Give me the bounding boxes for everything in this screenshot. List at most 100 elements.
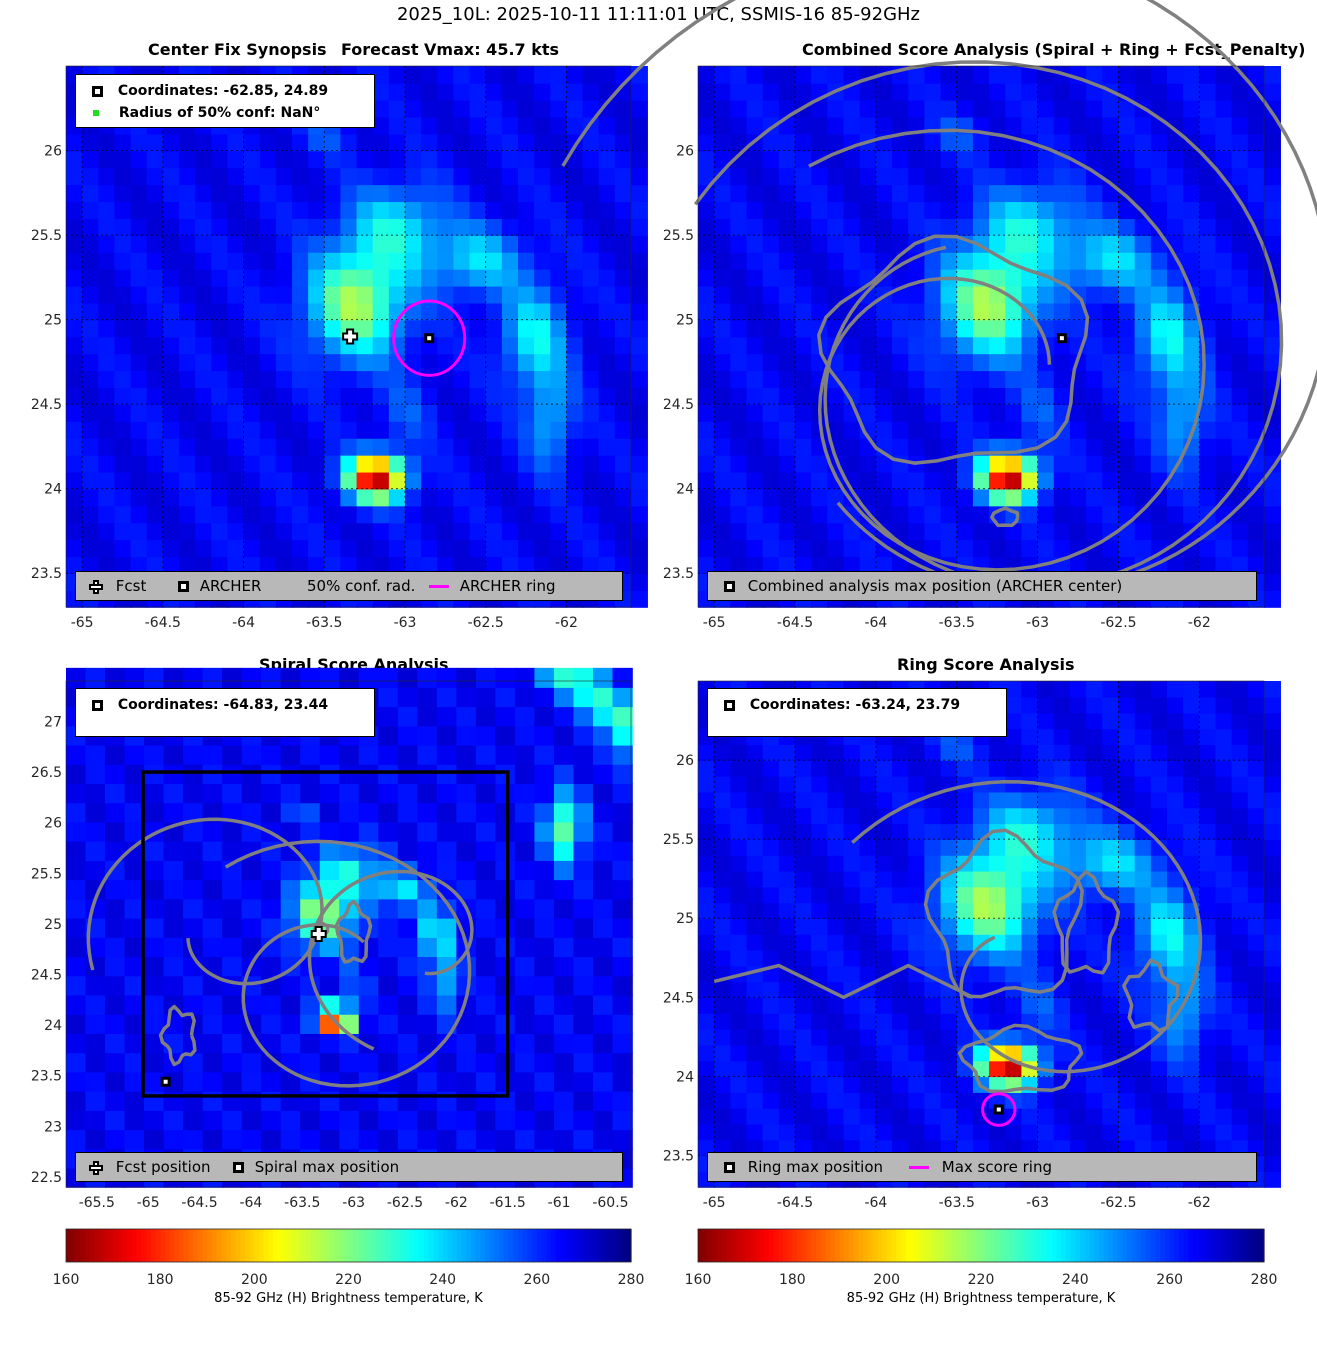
heatmap-cell [612, 687, 633, 708]
heatmap-cell [762, 184, 780, 203]
heatmap-cell [1037, 696, 1055, 714]
heatmap-cell [631, 454, 648, 473]
heatmap-cell [714, 1092, 732, 1109]
heatmap-cell [827, 285, 845, 304]
heatmap-cell [592, 975, 614, 996]
colorbar-segment [598, 1229, 604, 1262]
heatmap-cell [550, 268, 568, 287]
heatmap-cell [356, 404, 374, 422]
heatmap-cell [1037, 539, 1055, 558]
heatmap-cell [1183, 235, 1201, 253]
heatmap-cell [485, 66, 503, 84]
heatmap-cell [146, 235, 164, 253]
heatmap-cell [518, 319, 535, 338]
heatmap-cell [1199, 471, 1217, 490]
heatmap-cell [130, 251, 148, 270]
heatmap-cell [195, 336, 213, 355]
heatmap-cell [1134, 522, 1152, 541]
heatmap-cell [534, 150, 552, 169]
heatmap-cell [892, 886, 910, 904]
heatmap-cell [1215, 387, 1233, 405]
heatmap-cell [989, 1013, 1007, 1030]
heatmap-cell [372, 66, 390, 84]
heatmap-cell [1199, 319, 1217, 338]
heatmap-cell [892, 505, 910, 524]
heatmap-cell [1150, 760, 1168, 777]
heatmap-cell [130, 370, 148, 389]
heatmap-cell [144, 1052, 165, 1073]
heatmap-cell [1134, 681, 1152, 698]
heatmap-cell [859, 870, 877, 888]
heatmap-cell [261, 802, 282, 823]
heatmap-cell [1069, 167, 1087, 186]
heatmap-cell [875, 981, 893, 999]
heatmap-cell [859, 353, 877, 372]
heatmap-cell [1231, 1044, 1249, 1062]
heatmap-cell [378, 898, 399, 919]
heatmap-cell [1166, 744, 1184, 761]
colorbar-segment [315, 1229, 321, 1262]
heatmap-cell [1086, 387, 1104, 405]
heatmap-cell [421, 302, 439, 321]
score-contour [713, 963, 974, 1000]
heatmap-cell [405, 167, 422, 186]
heatmap-cell [843, 839, 861, 856]
heatmap-cell [553, 744, 575, 765]
heatmap-cell [1021, 319, 1039, 338]
heatmap-cell [1247, 965, 1265, 983]
heatmap-cell [324, 285, 342, 304]
heatmap-cell [179, 404, 196, 422]
heatmap-cell [388, 539, 406, 558]
heatmap-cell [98, 505, 116, 524]
heatmap-cell [1134, 1123, 1152, 1141]
heatmap-cell [940, 437, 958, 456]
heatmap-cell [534, 994, 555, 1015]
heatmap-cell [1037, 353, 1055, 372]
heatmap-cell [114, 167, 132, 186]
heatmap-cell [714, 934, 732, 951]
heatmap-cell [582, 471, 600, 490]
heatmap-cell [762, 471, 780, 490]
colorbar-1: 160 180 200 220 240 260 280 [685, 1228, 1277, 1288]
heatmap-cell [98, 387, 116, 405]
ring-legend-bottom: Ring max position Max score ring [707, 1152, 1257, 1182]
heatmap-cell [1102, 1028, 1120, 1046]
heatmap-cell [908, 218, 926, 236]
heatmap-cell [762, 302, 780, 321]
heatmap-cell [1183, 150, 1201, 169]
heatmap-cell [940, 1060, 958, 1078]
heatmap-cell [1166, 167, 1184, 186]
heatmap-cell [372, 522, 390, 541]
heatmap-cell [908, 760, 926, 777]
heatmap-cell [1037, 251, 1055, 270]
heatmap-cell [811, 854, 829, 872]
heatmap-cell [1118, 437, 1136, 456]
heatmap-cell [795, 116, 812, 135]
heatmap-cell [1183, 471, 1201, 490]
heatmap-cell [795, 1092, 812, 1109]
colorbar-segment [230, 1229, 237, 1262]
heatmap-cell [843, 150, 861, 169]
heatmap-cell [495, 783, 516, 804]
heatmap-cell [1134, 918, 1152, 935]
heatmap-cell [875, 854, 893, 872]
heatmap-cell [356, 133, 374, 152]
heatmap-cell [843, 116, 861, 135]
heatmap-cell [130, 218, 148, 236]
heatmap-cell [989, 949, 1007, 967]
heatmap-cell [1199, 99, 1217, 118]
heatmap-cell [1264, 902, 1281, 919]
magenta-line-icon [429, 585, 449, 588]
heatmap-cell [339, 1110, 360, 1131]
heatmap-cell [956, 918, 974, 935]
heatmap-cell [436, 917, 458, 938]
heatmap-cell [485, 437, 503, 456]
heatmap-cell [211, 201, 229, 219]
heatmap-cell [972, 150, 990, 169]
heatmap-cell [485, 539, 503, 558]
heatmap-cell [453, 201, 471, 219]
heatmap-cell [875, 505, 893, 524]
heatmap-cell [843, 556, 861, 574]
heatmap-cell [730, 1092, 748, 1109]
heatmap-cell [495, 975, 516, 996]
